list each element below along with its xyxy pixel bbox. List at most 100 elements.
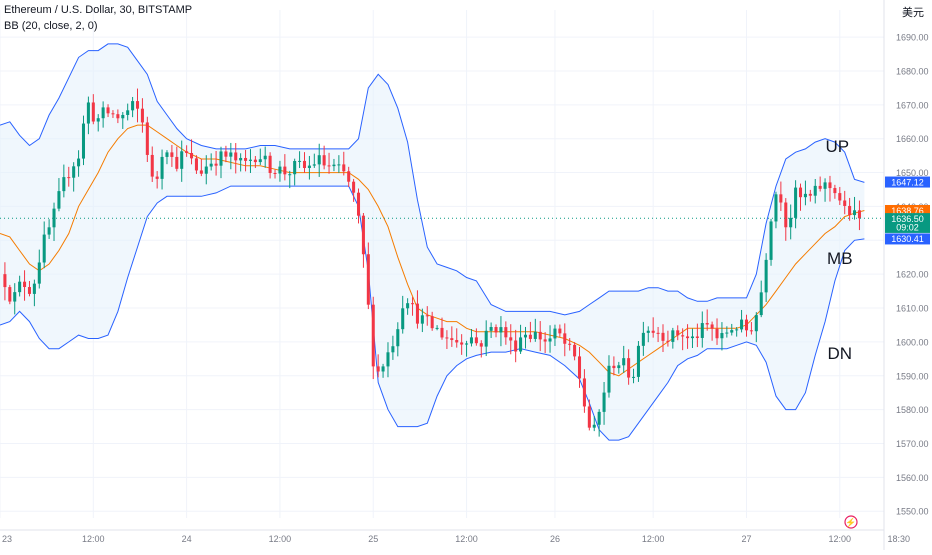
- candle-body: [386, 352, 390, 367]
- candle-body: [582, 378, 586, 407]
- candle-body: [131, 101, 135, 111]
- candle-body: [720, 333, 724, 339]
- candle-body: [494, 327, 498, 333]
- candle-body: [18, 281, 22, 293]
- y-tick-label: 1690.00: [896, 33, 929, 43]
- candle-body: [366, 254, 370, 305]
- candle-body: [160, 156, 164, 179]
- currency-label[interactable]: 美元: [902, 6, 924, 19]
- candle-body: [356, 192, 361, 216]
- candle-body: [258, 159, 262, 163]
- candle-body: [676, 330, 680, 336]
- candle-body: [47, 227, 51, 235]
- candle-body: [111, 113, 115, 115]
- lightning-icon: [844, 515, 858, 529]
- candle-body: [636, 345, 640, 377]
- candle-body: [381, 366, 385, 372]
- y-tick-label: 1600.00: [896, 337, 929, 347]
- candle-body: [81, 123, 86, 159]
- y-tick-label: 1620.00: [896, 270, 929, 280]
- price-label-text: 1636.50: [891, 214, 924, 224]
- candle-body: [577, 356, 582, 379]
- indicator-label[interactable]: BB (20, close, 2, 0): [4, 20, 98, 32]
- candle-body: [248, 159, 252, 161]
- candle-body: [661, 332, 665, 341]
- candle-body: [789, 217, 793, 228]
- x-tick-label: 26: [550, 534, 560, 544]
- candle-body: [848, 205, 852, 216]
- candles[interactable]: [0, 88, 884, 437]
- candle-body: [352, 181, 356, 193]
- candle-body: [214, 163, 218, 166]
- candle-body: [460, 342, 464, 345]
- candle-body: [794, 187, 798, 218]
- candle-body: [823, 182, 827, 189]
- candle-body: [857, 210, 861, 219]
- candle-body: [165, 152, 169, 157]
- annotation-label: MB: [827, 249, 853, 268]
- candle-body: [833, 188, 837, 194]
- candle-body: [592, 424, 596, 428]
- candle-body: [523, 334, 528, 338]
- candle-body: [86, 102, 90, 124]
- candle-body: [818, 185, 822, 189]
- candle-body: [219, 151, 223, 166]
- candle-body: [484, 330, 488, 347]
- candle-body: [519, 337, 523, 352]
- candle-body: [140, 108, 144, 123]
- candle-body: [587, 406, 591, 428]
- candle-body: [229, 152, 233, 157]
- candle-body: [199, 170, 203, 174]
- candle-body: [23, 281, 27, 288]
- candle-body: [656, 332, 660, 334]
- candle-body: [42, 234, 46, 263]
- candle-body: [617, 365, 621, 369]
- candle-body: [361, 215, 365, 255]
- candle-body: [411, 303, 415, 305]
- x-tick-label: 12:00: [455, 534, 478, 544]
- candle-body: [234, 152, 238, 161]
- candle-body: [77, 158, 81, 167]
- x-tick-label: 25: [368, 534, 378, 544]
- candle-body: [180, 151, 184, 169]
- price-label-text: 09:02: [896, 223, 919, 233]
- candle-body: [106, 107, 110, 114]
- candle-body: [543, 339, 547, 342]
- candle-body: [121, 114, 125, 119]
- candle-body: [239, 157, 243, 161]
- bollinger-bands: [0, 43, 865, 441]
- candle-body: [91, 102, 95, 122]
- candle-body: [135, 101, 140, 109]
- candle-body: [420, 315, 424, 324]
- candle-body: [209, 163, 213, 167]
- candle-body: [371, 304, 375, 367]
- y-tick-label: 1590.00: [896, 371, 929, 381]
- price-label-text: 1638.76: [891, 206, 924, 216]
- candle-body: [32, 283, 36, 294]
- candle-body: [445, 337, 449, 339]
- candle-body: [268, 155, 272, 173]
- candle-body: [735, 329, 739, 331]
- candle-body: [244, 157, 248, 161]
- candle-body: [715, 328, 719, 339]
- candle-body: [813, 185, 817, 196]
- band-fill: [0, 43, 865, 441]
- candle-body: [759, 292, 763, 316]
- candle-body: [489, 327, 493, 331]
- candle-body: [253, 159, 257, 163]
- candle-body: [401, 308, 405, 330]
- candle-body: [641, 332, 645, 346]
- candle-body: [150, 154, 154, 177]
- candle-body: [769, 221, 773, 260]
- candle-body: [96, 118, 100, 122]
- candle-body: [744, 319, 749, 331]
- candle-body: [853, 210, 857, 216]
- band-upper-line: [0, 43, 865, 316]
- candle-body: [440, 327, 444, 338]
- price-label-bg: [885, 233, 930, 245]
- x-tick-label: 12:00: [82, 534, 105, 544]
- candle-body: [37, 262, 41, 284]
